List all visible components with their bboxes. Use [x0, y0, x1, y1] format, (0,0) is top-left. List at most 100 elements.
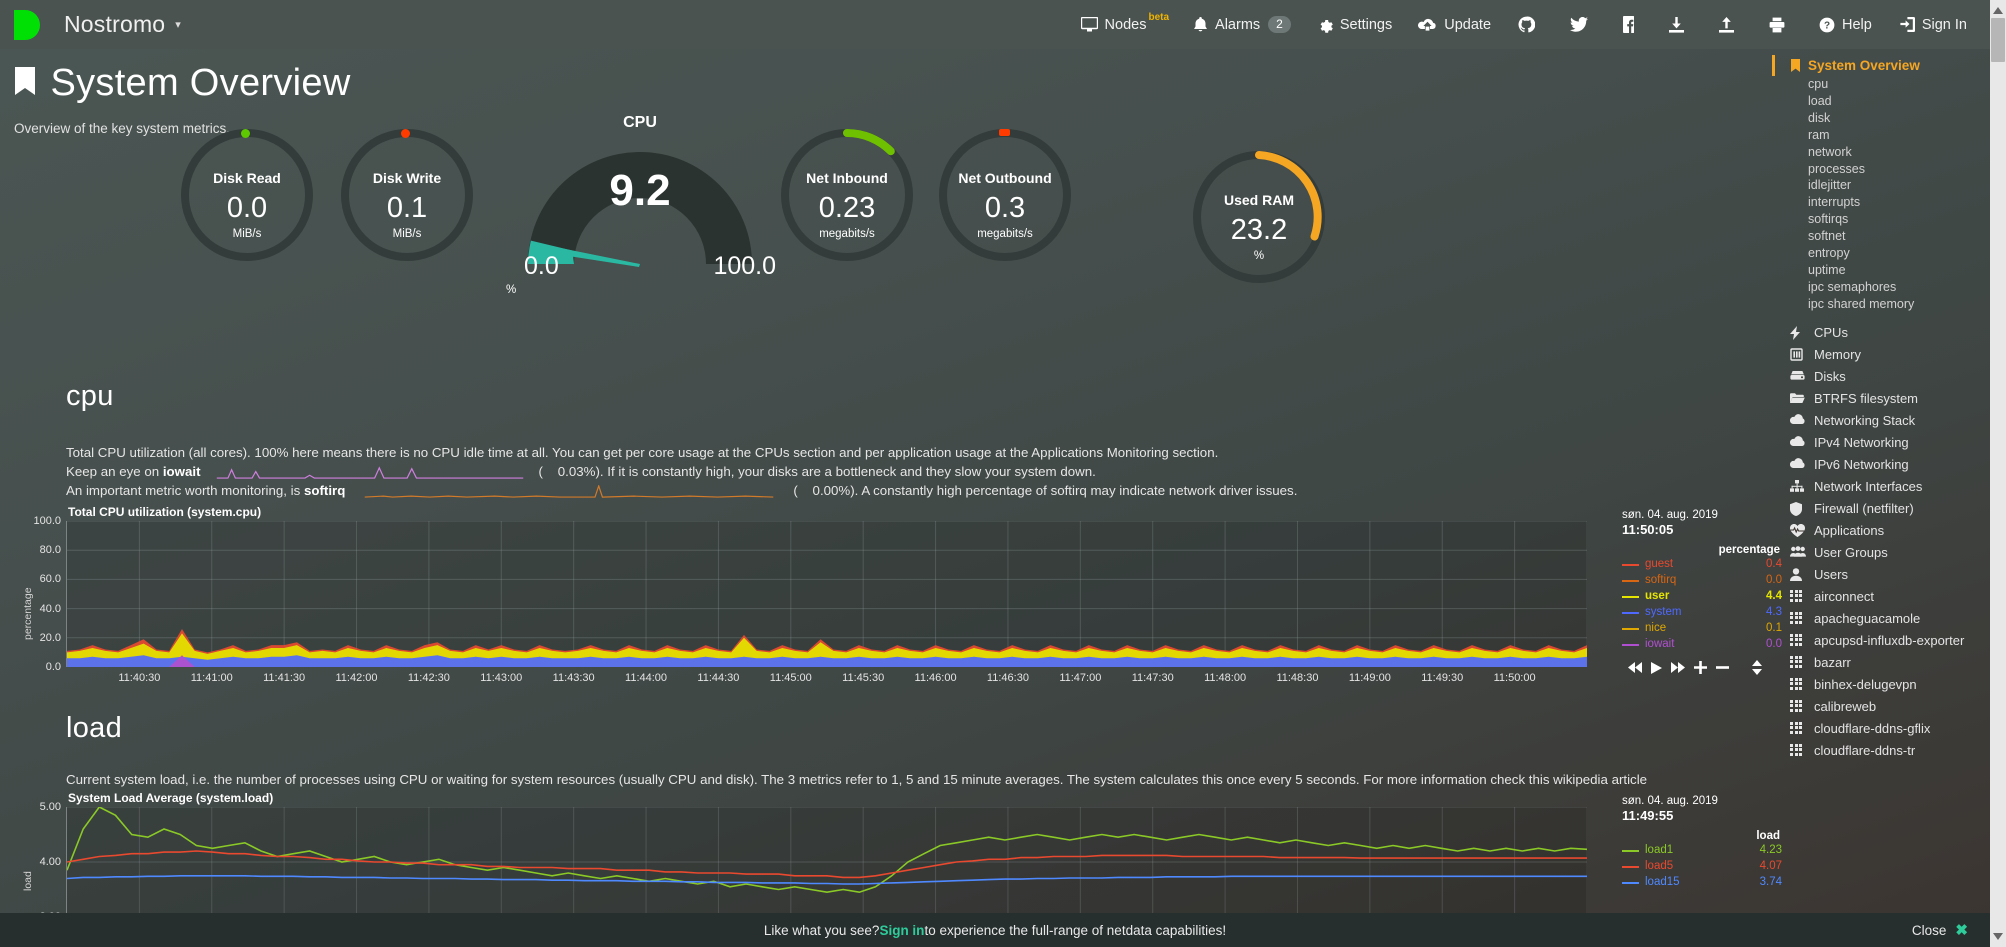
sidebar-subitem-processes[interactable]: processes: [1808, 161, 1865, 176]
sidebar-subitem-network[interactable]: network: [1808, 144, 1852, 159]
scroll-down-arrow-icon[interactable]: [1993, 933, 2003, 943]
sidebar-subitem-softnet[interactable]: softnet: [1808, 229, 1846, 244]
sidebar-subitem-cpu[interactable]: cpu: [1808, 77, 1829, 91]
page-subtitle: Overview of the key system metrics.: [14, 121, 231, 136]
sidebar-item-label: BTRFS filesystem: [1814, 390, 1919, 406]
sidebar-item-system-overview[interactable]: System Overview: [1772, 55, 1990, 76]
gauge-used-ram[interactable]: Used RAM 23.2 %: [1190, 148, 1328, 286]
sidebar-item-disks[interactable]: Disks: [1770, 366, 1990, 388]
sidebar-subitem-entropy[interactable]: entropy: [1808, 246, 1850, 261]
zoom-in-icon[interactable]: [1694, 661, 1707, 674]
nav-item-alarms[interactable]: Alarms 2: [1180, 0, 1304, 49]
sidebar-subitem-disk[interactable]: disk: [1808, 110, 1831, 125]
sidebar-item-label: Memory: [1814, 346, 1861, 362]
sidebar-item-label: CPUs: [1814, 324, 1848, 340]
sidebar-item-cloudflare-ddns-gflix[interactable]: cloudflare-ddns-gflix: [1770, 718, 1990, 740]
sidebar-item-memory[interactable]: Memory: [1770, 344, 1990, 366]
sidebar-subitem-uptime[interactable]: uptime: [1808, 262, 1846, 277]
nav-label-nodes: Nodes: [1104, 16, 1147, 33]
nav-item-export[interactable]: [1705, 0, 1755, 49]
bolt-icon: [1790, 325, 1810, 340]
sidebar-item-bazarr[interactable]: bazarr: [1770, 652, 1990, 674]
legend-row-softirq[interactable]: softirq 0.0: [1622, 573, 1782, 588]
nav-item-print[interactable]: [1755, 0, 1806, 49]
legend-row-user[interactable]: user 4.4: [1622, 589, 1782, 604]
sidebar-item-binhex-delugevpn[interactable]: binhex-delugevpn: [1770, 674, 1990, 696]
chart-cpu[interactable]: Total CPU utilization (system.cpu) perce…: [0, 505, 1790, 685]
sidebar-subitem-softirqs[interactable]: softirqs: [1808, 212, 1849, 227]
right-sidebar-nav[interactable]: System Overview cpu load disk ram network pro…: [1770, 49, 1990, 947]
sidebar-item-cpus[interactable]: CPUs: [1770, 322, 1990, 344]
scrollbar-thumb[interactable]: [1991, 18, 2005, 62]
sidebar-item-firewall-netfilter[interactable]: Firewall (netfilter): [1770, 498, 1990, 520]
sidebar-item-ipv4-networking[interactable]: IPv4 Networking: [1770, 432, 1990, 454]
sidebar-subitem-ram[interactable]: ram: [1808, 127, 1830, 142]
netdata-logo-icon[interactable]: [10, 8, 50, 42]
nav-item-github[interactable]: [1504, 0, 1556, 49]
sidebar-item-calibreweb[interactable]: calibreweb: [1770, 696, 1990, 718]
nav-item-import[interactable]: [1655, 0, 1705, 49]
nav-item-settings[interactable]: Settings: [1304, 0, 1405, 49]
sidebar-subitem-idlejitter[interactable]: idlejitter: [1808, 178, 1852, 193]
sidebar-subitem-interrupts[interactable]: interrupts: [1808, 195, 1861, 210]
sidebar-item-apacheguacamole[interactable]: apacheguacamole: [1770, 608, 1990, 630]
cpu-desc-line-2-post: ). If it is constantly high, your disks …: [595, 464, 1096, 479]
y-axis-tick: 60.0: [39, 573, 61, 586]
close-icon[interactable]: ✖: [1955, 922, 1968, 939]
gauge-status-dot: [241, 129, 250, 138]
sidebar-item-ipv6-networking[interactable]: IPv6 Networking: [1770, 454, 1990, 476]
sidebar-item-user-groups[interactable]: User Groups: [1770, 542, 1990, 564]
nav-item-twitter[interactable]: [1556, 0, 1609, 49]
sidebar-item-label: cloudflare-ddns-tr: [1814, 742, 1916, 758]
grid-icon: [1790, 611, 1810, 624]
sidebar-subitem-ipc-semaphores[interactable]: ipc semaphores: [1808, 279, 1897, 294]
rewind-icon[interactable]: [1628, 662, 1642, 673]
legend-unit-load: load: [1756, 830, 1780, 842]
play-icon[interactable]: [1651, 661, 1662, 674]
scroll-up-arrow-icon[interactable]: [1993, 4, 2003, 14]
nav-item-help[interactable]: ? Help: [1806, 0, 1885, 49]
gauge-status-dot: [999, 129, 1010, 136]
nav-item-update[interactable]: Update: [1405, 0, 1504, 49]
legend-row-load5[interactable]: load5 4.07: [1622, 859, 1782, 874]
resize-icon[interactable]: [1752, 660, 1762, 675]
gauge-cpu[interactable]: CPU 9.2 0.0 100.0 %: [500, 114, 780, 300]
gauge-net-outbound[interactable]: Net Outbound 0.3 megabits/s: [936, 126, 1074, 264]
legend-series-list-cpu: guest 0.4 softirq 0.0 user 4.4 system 4.3 nice 0.…: [1622, 557, 1782, 652]
chevron-down-icon[interactable]: ▾: [175, 19, 181, 31]
sidebar-item-users[interactable]: Users: [1770, 564, 1990, 586]
sidebar-item-cloudflare-ddns-tr[interactable]: cloudflare-ddns-tr: [1770, 740, 1990, 762]
grid-icon: [1790, 633, 1810, 646]
forward-icon[interactable]: [1671, 662, 1685, 673]
nav-item-facebook[interactable]: [1609, 0, 1655, 49]
legend-row-nice[interactable]: nice 0.1: [1622, 621, 1782, 636]
nav-item-signin[interactable]: Sign In: [1885, 0, 1980, 49]
hostname-label[interactable]: Nostromo: [64, 11, 166, 37]
chart-plot-cpu[interactable]: 0.0 20.0 40.0 60.0 80.0 100.0 11:40:30 11:41:00…: [33, 515, 1587, 684]
legend-row-iowait[interactable]: iowait 0.0: [1622, 637, 1782, 652]
zoom-out-icon[interactable]: [1716, 661, 1729, 674]
gauge-disk-write[interactable]: Disk Write 0.1 MiB/s: [338, 126, 476, 264]
chart-load[interactable]: System Load Average (system.load) load 3…: [0, 791, 1790, 923]
gauge-disk-read[interactable]: Disk Read 0.0 MiB/s: [178, 126, 316, 264]
legend-row-load1[interactable]: load1 4.23: [1622, 843, 1782, 858]
sidebar-subitem-ipc-shared-memory[interactable]: ipc shared memory: [1808, 296, 1915, 311]
chart-plot-load[interactable]: 3.004.005.00: [40, 801, 1587, 923]
sidebar-item-airconnect[interactable]: airconnect: [1770, 586, 1990, 608]
legend-row-system[interactable]: system 4.3: [1622, 605, 1782, 620]
banner-close-button[interactable]: Close ✖: [1912, 921, 1968, 939]
gauge-net-inbound[interactable]: Net Inbound 0.23 megabits/s: [778, 126, 916, 264]
sidebar-item-btrfs-filesystem[interactable]: BTRFS filesystem: [1770, 388, 1990, 410]
legend-row-load15[interactable]: load15 3.74: [1622, 875, 1782, 890]
sidebar-item-applications[interactable]: Applications: [1770, 520, 1990, 542]
page-scrollbar[interactable]: [1990, 0, 2006, 947]
banner-signin-link[interactable]: Sign in: [879, 922, 925, 938]
legend-row-guest[interactable]: guest 0.4: [1622, 557, 1782, 572]
cpu-desc-iowait-keyword: iowait: [162, 464, 201, 479]
sidebar-item-networking-stack[interactable]: Networking Stack: [1770, 410, 1990, 432]
gauge-label: Net Outbound: [958, 170, 1052, 186]
sidebar-subitem-load[interactable]: load: [1808, 93, 1832, 108]
sidebar-item-apcupsd-influxdb-exporter[interactable]: apcupsd-influxdb-exporter: [1770, 630, 1990, 652]
sidebar-item-network-interfaces[interactable]: Network Interfaces: [1770, 476, 1990, 498]
nav-item-nodes[interactable]: Nodes beta: [1068, 0, 1180, 49]
